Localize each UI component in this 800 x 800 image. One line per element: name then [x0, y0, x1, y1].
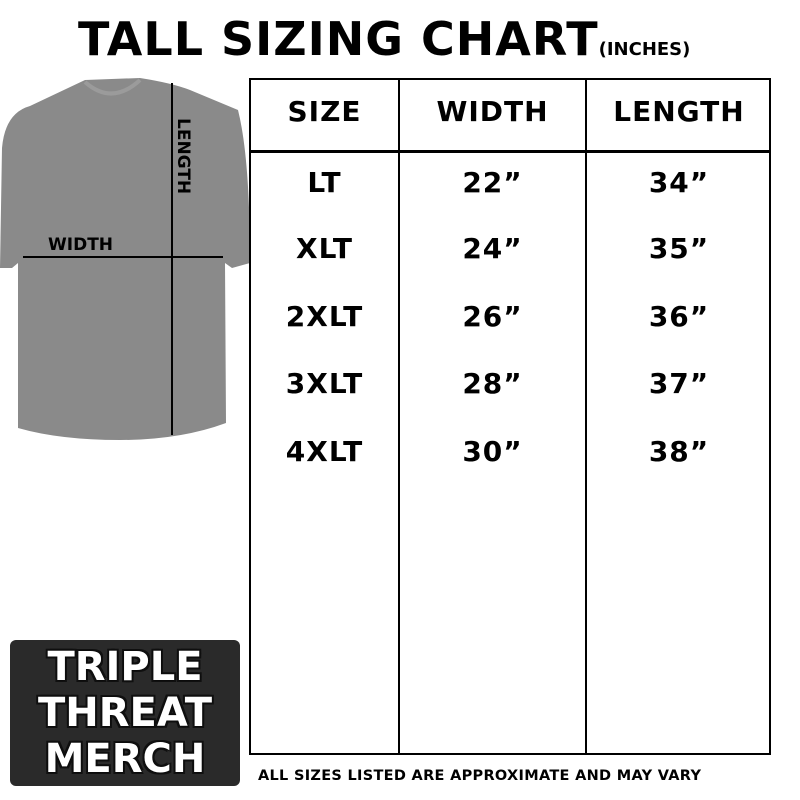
column-divider	[398, 80, 400, 753]
size-cell: 4XLT	[285, 435, 364, 468]
title-unit: (INCHES)	[598, 39, 691, 60]
size-cell: 3XLT	[285, 367, 364, 400]
width-cell: 26”	[462, 300, 523, 333]
length-label: LENGTH	[173, 118, 193, 194]
width-cell: 22”	[462, 166, 523, 199]
length-cell: 35”	[648, 232, 710, 265]
size-cell: 2XLT	[285, 300, 364, 333]
width-cell: 30”	[462, 435, 523, 468]
logo-line: TRIPLE	[47, 644, 203, 690]
length-cell: 36”	[648, 300, 710, 333]
size-cell: LT	[307, 166, 342, 199]
header-length: LENGTH	[613, 95, 745, 128]
header-width: WIDTH	[436, 95, 549, 128]
logo-line: THREAT	[37, 690, 213, 736]
logo-line: MERCH	[44, 736, 206, 782]
tshirt-diagram: WIDTH LENGTH	[0, 78, 250, 440]
disclaimer: ALL SIZES LISTED ARE APPROXIMATE AND MAY…	[258, 768, 702, 784]
tshirt-collar	[83, 78, 142, 96]
length-cell: 38”	[648, 435, 710, 468]
header-size: SIZE	[287, 95, 362, 128]
size-table: SIZE WIDTH LENGTH LT 22” 34” XLT 24” 35” 2XLT 26” 3…	[249, 78, 771, 755]
size-cell: XLT	[296, 232, 353, 265]
column-divider	[585, 80, 587, 753]
width-label: WIDTH	[48, 235, 113, 255]
width-cell: 28”	[462, 367, 523, 400]
width-cell: 24”	[462, 232, 523, 265]
length-cell: 37”	[648, 367, 710, 400]
tshirt-shape	[0, 78, 250, 440]
header-divider	[251, 150, 769, 153]
length-cell: 34”	[648, 166, 710, 199]
page-title: TALL SIZING CHART(INCHES)	[78, 12, 690, 66]
title-text: TALL SIZING CHART	[78, 12, 599, 66]
brand-logo: TRIPLE THREAT MERCH	[10, 640, 240, 786]
